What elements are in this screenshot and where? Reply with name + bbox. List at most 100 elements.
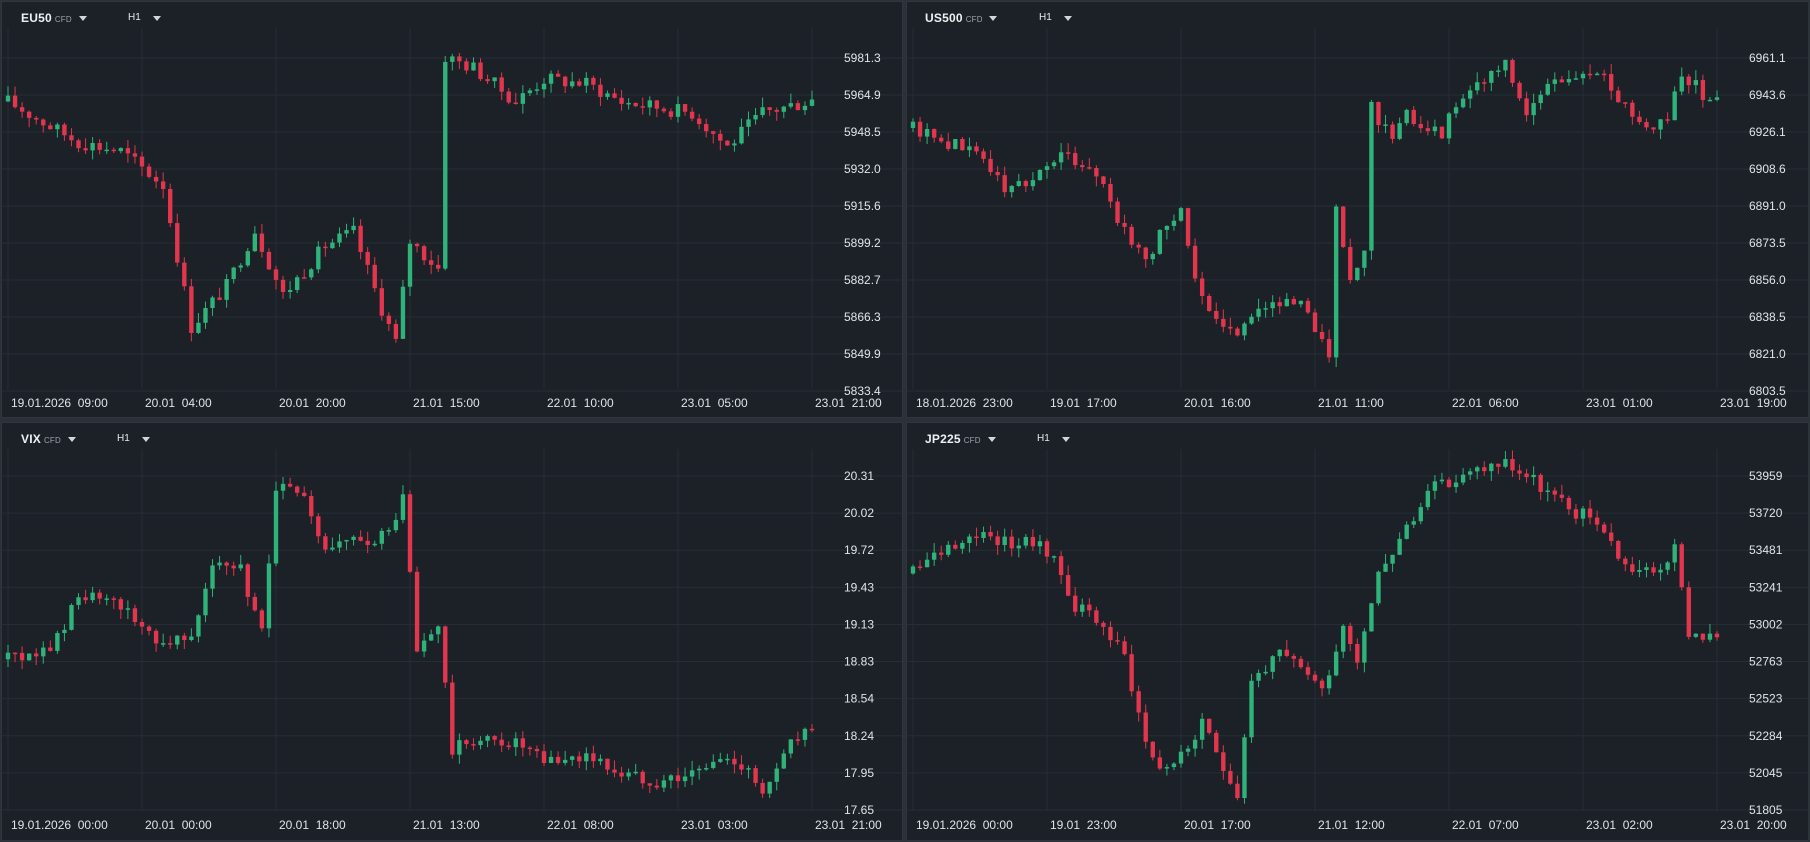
candle-up[interactable] [1404, 109, 1409, 124]
candle-down[interactable] [12, 95, 18, 108]
candle-down[interactable] [1524, 473, 1529, 478]
candle-down[interactable] [981, 151, 986, 159]
candle-down[interactable] [591, 77, 596, 85]
candle-down[interactable] [1348, 247, 1353, 280]
candle-down[interactable] [259, 610, 265, 629]
candle-down[interactable] [1594, 517, 1600, 525]
candle-down[interactable] [478, 62, 483, 80]
candle-up[interactable] [1164, 225, 1170, 230]
candle-up[interactable] [605, 93, 610, 97]
candle-up[interactable] [1460, 98, 1466, 108]
candle-down[interactable] [1630, 102, 1635, 117]
candle-down[interactable] [917, 121, 923, 137]
candle-down[interactable] [132, 153, 138, 157]
candle-down[interactable] [1157, 757, 1163, 769]
candle-down[interactable] [1298, 658, 1304, 668]
candle-up[interactable] [562, 759, 568, 763]
candle-down[interactable] [1199, 278, 1205, 296]
candle-up[interactable] [238, 564, 243, 569]
candle-up[interactable] [1164, 767, 1170, 769]
candle-down[interactable] [471, 744, 476, 746]
candle-up[interactable] [393, 519, 399, 531]
candle-down[interactable] [365, 540, 370, 545]
candle-up[interactable] [252, 233, 258, 252]
candle-up[interactable] [1658, 119, 1663, 130]
candle-down[interactable] [1390, 124, 1395, 139]
candle-down[interactable] [280, 279, 286, 292]
candle-down[interactable] [619, 97, 624, 104]
candle-down[interactable] [1679, 544, 1684, 588]
candle-up[interactable] [26, 653, 32, 661]
candle-down[interactable] [1439, 126, 1445, 139]
candle-down[interactable] [1538, 474, 1543, 492]
candle-down[interactable] [555, 73, 561, 77]
candle-up[interactable] [273, 490, 279, 564]
candle-down[interactable] [407, 494, 413, 572]
candle-up[interactable] [1249, 680, 1254, 738]
candle-down[interactable] [1122, 222, 1127, 227]
candle-up[interactable] [1051, 162, 1057, 167]
timeframe-selector[interactable]: H1 [1031, 431, 1081, 447]
candle-down[interactable] [795, 103, 801, 111]
candle-down[interactable] [619, 772, 624, 777]
candle-down[interactable] [760, 782, 765, 794]
candle-up[interactable] [910, 566, 916, 574]
candle-down[interactable] [739, 764, 744, 770]
candle-down[interactable] [273, 269, 279, 280]
candle-up[interactable] [478, 740, 483, 746]
candle-up[interactable] [196, 322, 201, 333]
candle-down[interactable] [1482, 467, 1487, 472]
candle-up[interactable] [1362, 250, 1367, 268]
candle-up[interactable] [781, 753, 786, 769]
candle-down[interactable] [1623, 558, 1628, 565]
candle-down[interactable] [696, 118, 702, 125]
candle-up[interactable] [125, 608, 131, 610]
candle-down[interactable] [1644, 122, 1649, 128]
candle-down[interactable] [1587, 73, 1593, 76]
candle-down[interactable] [555, 756, 561, 763]
candle-down[interactable] [1291, 298, 1297, 305]
candle-down[interactable] [654, 785, 660, 788]
candle-down[interactable] [1319, 331, 1325, 340]
candle-down[interactable] [485, 79, 490, 82]
candle-down[interactable] [146, 626, 152, 631]
chart-panel-jp225[interactable]: JP225 CFD H1 53959 53720 53481 53241 53002 527… [906, 422, 1809, 841]
candle-down[interactable] [1482, 82, 1487, 84]
candle-up[interactable] [280, 483, 286, 491]
candle-up[interactable] [584, 753, 589, 762]
candle-up[interactable] [1693, 633, 1699, 637]
candle-down[interactable] [711, 131, 716, 134]
candle-up[interactable] [471, 62, 476, 71]
candle-down[interactable] [443, 626, 448, 683]
candle-down[interactable] [111, 149, 116, 152]
candle-down[interactable] [795, 739, 801, 741]
candle-down[interactable] [464, 61, 469, 71]
candle-down[interactable] [358, 225, 363, 252]
candle-up[interactable] [224, 279, 229, 300]
candle-up[interactable] [668, 775, 674, 781]
candle-up[interactable] [55, 633, 60, 651]
candle-up[interactable] [534, 89, 540, 91]
candle-down[interactable] [118, 599, 124, 610]
candle-down[interactable] [1221, 752, 1226, 772]
candle-down[interactable] [1425, 128, 1431, 132]
candle-down[interactable] [153, 630, 159, 644]
symbol-selector[interactable]: EU50 CFD [21, 11, 72, 25]
candle-up[interactable] [1263, 671, 1268, 674]
candle-up[interactable] [788, 103, 794, 107]
candle-up[interactable] [1256, 308, 1261, 317]
candle-up[interactable] [1249, 316, 1254, 324]
candle-down[interactable] [1228, 771, 1233, 784]
candle-down[interactable] [1326, 339, 1332, 358]
candle-down[interactable] [1087, 167, 1092, 169]
candle-up[interactable] [520, 93, 526, 104]
candle-down[interactable] [323, 536, 328, 550]
candle-down[interactable] [1517, 470, 1522, 474]
candle-up[interactable] [55, 124, 60, 130]
candle-up[interactable] [1362, 631, 1367, 663]
candle-up[interactable] [1376, 571, 1381, 604]
symbol-dropdown-icon[interactable] [79, 16, 87, 21]
candle-down[interactable] [1355, 644, 1360, 663]
candle-down[interactable] [1023, 181, 1029, 187]
candle-up[interactable] [1341, 625, 1346, 652]
